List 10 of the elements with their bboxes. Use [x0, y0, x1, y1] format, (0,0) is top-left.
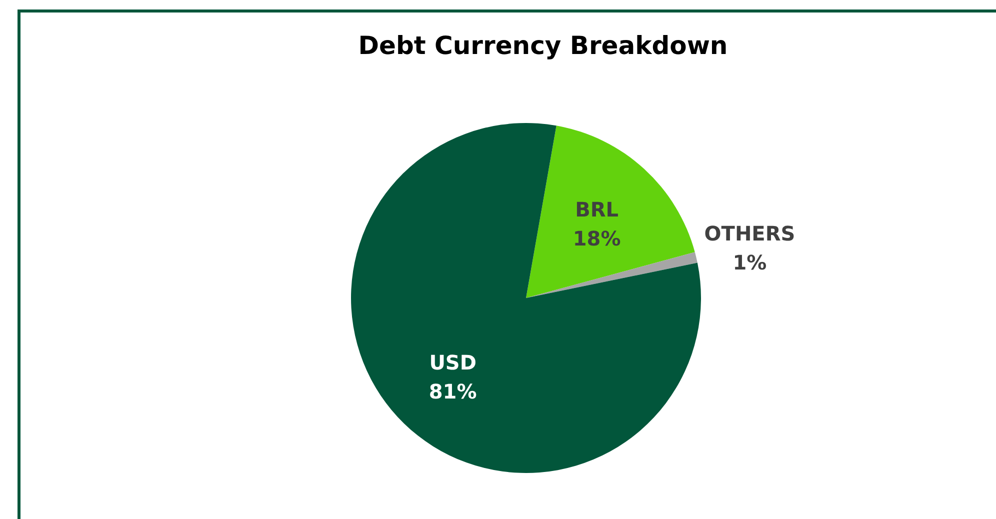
slice-label: USD — [429, 350, 476, 374]
slice-label: BRL — [575, 197, 619, 222]
data-label: 81% — [428, 379, 477, 404]
slice-label: OTHERS — [704, 222, 796, 246]
pie-slice — [526, 126, 695, 298]
data-label: 18% — [572, 226, 621, 250]
data-label: 1% — [732, 250, 767, 275]
chart-title: Debt Currency Breakdown — [358, 31, 728, 60]
pie-slice — [351, 123, 701, 473]
pie-slice — [526, 252, 698, 298]
